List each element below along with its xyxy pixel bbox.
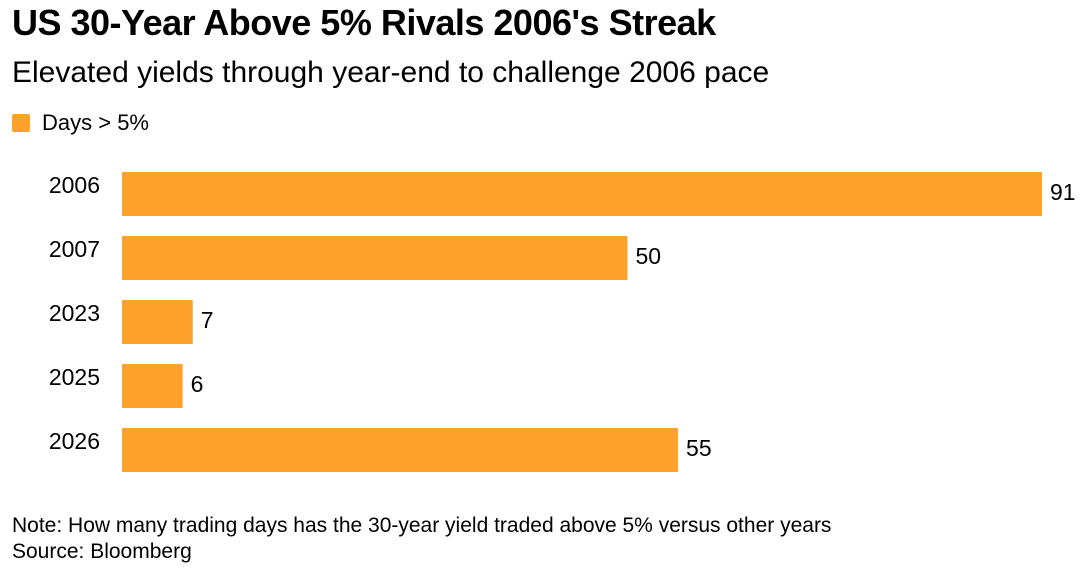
category-label-2006: 2006: [49, 172, 100, 198]
category-label-2026: 2026: [49, 428, 100, 454]
bar-2023: [122, 300, 193, 344]
value-label-2025: 6: [191, 371, 204, 397]
value-label-2026: 55: [686, 435, 712, 461]
bar-2006: [122, 172, 1042, 216]
source-text: Source: Bloomberg: [12, 540, 192, 563]
value-label-2006: 91: [1050, 179, 1076, 205]
category-label-2025: 2025: [49, 364, 100, 390]
chart-subtitle: Elevated yields through year-end to chal…: [12, 56, 770, 89]
bar-2026: [122, 428, 679, 472]
footer: Note: How many trading days has the 30-y…: [12, 513, 831, 565]
chart-title: US 30-Year Above 5% Rivals 2006's Streak: [12, 2, 716, 43]
note-text: Note: How many trading days has the 30-y…: [12, 514, 832, 537]
category-label-2023: 2023: [49, 300, 100, 326]
legend-label: Days > 5%: [42, 110, 149, 135]
bar-2007: [122, 236, 628, 280]
legend: Days > 5%: [12, 110, 149, 136]
legend-swatch: [12, 114, 30, 132]
value-label-2023: 7: [201, 307, 214, 333]
bar-chart: 2006 91 2007 50 2023 7 2025 6 2026 55: [49, 172, 1076, 472]
category-label-2007: 2007: [49, 236, 100, 262]
bar-2025: [122, 364, 183, 408]
value-label-2007: 50: [635, 243, 661, 269]
